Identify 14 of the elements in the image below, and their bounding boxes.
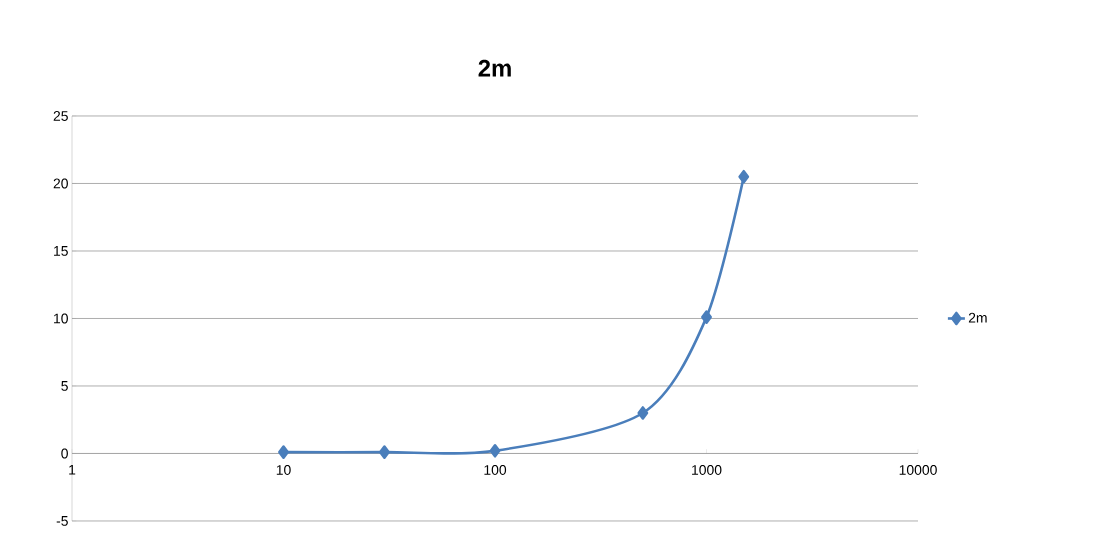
x-tick-label: 10000 xyxy=(899,464,937,475)
y-tick-label: 5 xyxy=(61,381,68,391)
x-tick-label: 10 xyxy=(276,464,291,475)
y-tick-label: -5 xyxy=(56,516,68,526)
x-tick-label: 1000 xyxy=(692,464,722,475)
y-tick-label: 25 xyxy=(53,111,68,121)
y-tick-label: 10 xyxy=(54,313,68,324)
y-tick-label: 0 xyxy=(61,448,68,459)
y-tick-label: 15 xyxy=(54,246,68,256)
chart-title: 2m xyxy=(478,59,511,77)
x-tick-label: 100 xyxy=(484,464,507,475)
x-tick-label: 1 xyxy=(69,465,76,475)
y-tick-label: 20 xyxy=(53,178,68,189)
legend-label: 2m xyxy=(968,312,987,323)
